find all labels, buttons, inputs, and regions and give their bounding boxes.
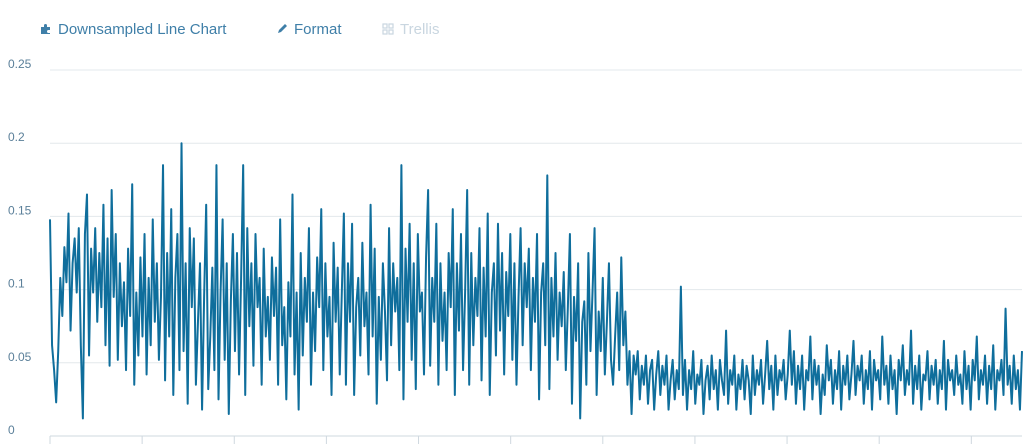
y-tick-label: 0.1 bbox=[8, 277, 25, 291]
chart-toolbar: Downsampled Line Chart Format Trellis bbox=[0, 0, 1024, 56]
y-tick-label: 0.15 bbox=[8, 203, 32, 217]
pencil-icon bbox=[278, 24, 287, 33]
puzzle-icon bbox=[41, 24, 50, 34]
format-label: Format bbox=[294, 20, 342, 38]
trellis-label: Trellis bbox=[400, 20, 440, 38]
downsampled-line-chart-button[interactable]: Downsampled Line Chart bbox=[40, 19, 226, 39]
y-tick-label: 0.05 bbox=[8, 350, 32, 364]
series-line bbox=[49, 142, 1023, 420]
downsampled-line-chart-label: Downsampled Line Chart bbox=[58, 20, 227, 38]
y-axis-ticks: 0 0.05 0.1 0.15 0.2 0.25 bbox=[8, 57, 32, 437]
y-tick-label: 0.25 bbox=[8, 57, 32, 71]
x-axis bbox=[49, 435, 1022, 444]
y-tick-label: 0.2 bbox=[8, 130, 25, 144]
series-group bbox=[49, 142, 1023, 420]
y-tick-label: 0 bbox=[8, 423, 15, 437]
format-button[interactable]: Format bbox=[276, 19, 342, 39]
grid-icon bbox=[382, 23, 394, 35]
trellis-button: Trellis bbox=[382, 19, 439, 39]
